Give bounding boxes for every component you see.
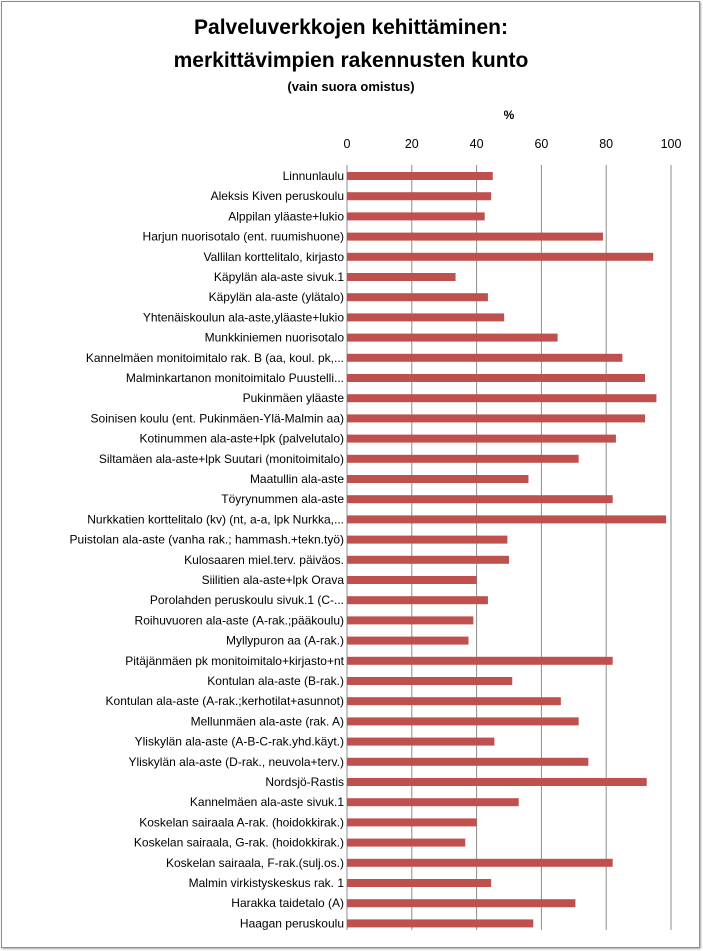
bar <box>347 778 647 786</box>
bar <box>347 374 646 382</box>
x-axis-ticks: 0 20 40 60 80 100 <box>344 137 682 151</box>
bar <box>347 737 495 746</box>
bar <box>347 636 469 645</box>
bars <box>347 172 667 928</box>
bar <box>347 656 613 665</box>
bar <box>347 495 613 504</box>
category-label: Kontulan ala-aste (A-rak.;kerhotilat+asu… <box>106 694 344 708</box>
bar <box>347 879 492 887</box>
bar <box>347 515 667 524</box>
bar <box>347 838 466 847</box>
x-tick-label: 60 <box>534 137 548 151</box>
chart-title-line1: Palveluverkkojen kehittäminen: <box>194 16 508 39</box>
bar <box>347 353 623 362</box>
bar <box>347 273 456 281</box>
category-label: Alppilan yläaste+lukio <box>228 209 344 223</box>
bar <box>347 858 613 867</box>
chart-subtitle: (vain suora omistus) <box>287 79 414 94</box>
category-label: Malmin virkistyskeskus rak. 1 <box>189 876 345 890</box>
category-label: Munkkiniemen nuorisotalo <box>205 331 345 345</box>
category-label: Yhtenäiskoulun ala-aste,yläaste+lukio <box>143 310 344 324</box>
bar <box>347 757 589 766</box>
category-label: Kotinummen ala-aste+lpk (palvelutalo) <box>140 432 344 446</box>
bar <box>347 313 505 322</box>
category-label: Pitäjänmäen pk monitoimitalo+kirjasto+nt <box>125 654 344 668</box>
bar <box>347 798 519 807</box>
bar <box>347 394 657 403</box>
bar <box>347 212 485 221</box>
category-label: Soinisen koulu (ent. Pukinmäen-Ylä-Malmi… <box>91 411 344 425</box>
bar <box>347 555 509 564</box>
category-label: Porolahden peruskoulu sivuk.1 (C-... <box>150 593 344 607</box>
category-label: Kulosaaren miel.terv. päiväos. <box>184 553 344 567</box>
category-labels: Linnunlaulu Aleksis Kiven peruskoulu Alppi… <box>70 169 345 930</box>
bar <box>347 293 488 302</box>
bar <box>347 576 477 584</box>
category-label: Koskelan sairaala, F-rak.(sulj.os.) <box>166 856 344 870</box>
bar <box>347 818 477 827</box>
x-tick-label: 0 <box>344 137 351 151</box>
category-label: Yliskylän ala-aste (A-B-C-rak.yhd.käyt.) <box>135 735 344 749</box>
category-label: Aleksis Kiven peruskoulu <box>211 189 344 203</box>
bar <box>347 414 646 423</box>
bar <box>347 717 579 726</box>
x-tick-label: 100 <box>661 137 682 151</box>
bar <box>347 172 493 180</box>
x-axis-unit-label: % <box>504 108 515 122</box>
bar <box>347 475 529 483</box>
category-label: Haagan peruskoulu <box>240 916 344 930</box>
category-label: Kontulan ala-aste (B-rak.) <box>207 674 344 688</box>
bar <box>347 333 558 342</box>
bar <box>347 697 561 706</box>
bar <box>347 252 654 261</box>
category-label: Malminkartanon monitoimitalo Puustelli..… <box>126 371 344 385</box>
category-label: Kannelmäen monitoimitalo rak. B (aa, kou… <box>86 351 344 365</box>
x-tick-label: 80 <box>599 137 613 151</box>
category-label: Kannelmäen ala-aste sivuk.1 <box>190 795 344 809</box>
bar <box>347 596 488 605</box>
category-label: Siilitien ala-aste+lpk Orava <box>202 573 345 587</box>
bar <box>347 899 576 908</box>
category-label: Mellunmäen ala-aste (rak. A) <box>191 714 344 728</box>
category-label: Linnunlaulu <box>283 169 344 183</box>
category-label: Käpylän ala-aste (ylätalo) <box>209 290 344 304</box>
category-label: Pukinmäen yläaste <box>243 391 345 405</box>
bar <box>347 616 474 625</box>
bar <box>347 919 534 928</box>
chart-title-line2: merkittävimpien rakennusten kunto <box>174 49 529 72</box>
category-label: Puistolan ala-aste (vanha rak.; hammash.… <box>70 533 344 547</box>
category-label: Käpylän ala-aste sivuk.1 <box>214 270 344 284</box>
category-label: Koskelan sairaala A-rak. (hoidokkirak.) <box>139 815 344 829</box>
category-label: Siltamäen ala-aste+lpk Suutari (monitoim… <box>99 452 344 466</box>
bar <box>347 454 579 463</box>
bar <box>347 232 603 241</box>
category-label: Yliskylän ala-aste (D-rak., neuvola+terv… <box>128 755 344 769</box>
category-label: Nurkkatien korttelitalo (kv) (nt, a-a, l… <box>87 512 344 526</box>
category-label: Nordsjö-Rastis <box>265 775 344 789</box>
category-label: Maatullin ala-aste <box>250 472 344 486</box>
category-label: Vallilan korttelitalo, kirjasto <box>203 250 344 264</box>
category-label: Töyrynummen ala-aste <box>221 492 344 506</box>
category-label: Koskelan sairaala, G-rak. (hoidokkirak.) <box>134 836 344 850</box>
category-label: Harakka taidetalo (A) <box>231 896 344 910</box>
bar <box>347 192 492 201</box>
bar <box>347 535 508 544</box>
category-label: Myllypuron aa (A-rak.) <box>226 634 344 648</box>
x-tick-label: 40 <box>470 137 484 151</box>
category-label: Harjun nuorisotalo (ent. ruumishuone) <box>143 230 344 244</box>
bar <box>347 677 513 685</box>
bar <box>347 434 616 443</box>
x-tick-label: 20 <box>405 137 419 151</box>
category-label: Roihuvuoren ala-aste (A-rak.;pääkoulu) <box>135 613 344 627</box>
